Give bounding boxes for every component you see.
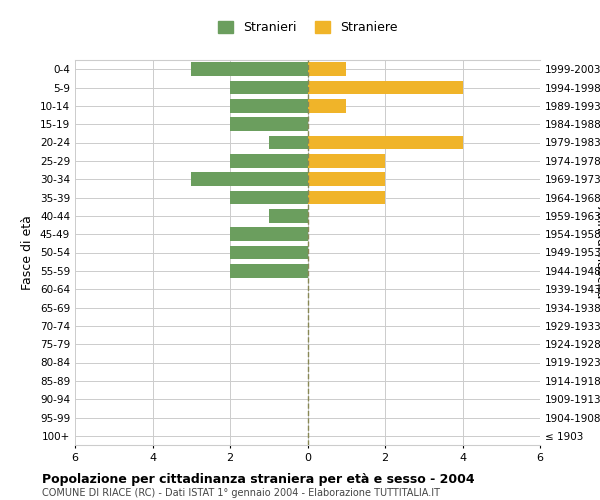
Text: COMUNE DI RIACE (RC) - Dati ISTAT 1° gennaio 2004 - Elaborazione TUTTITALIA.IT: COMUNE DI RIACE (RC) - Dati ISTAT 1° gen…	[42, 488, 440, 498]
Bar	[230, 118, 308, 131]
Bar	[230, 190, 308, 204]
Legend: Stranieri, Straniere: Stranieri, Straniere	[212, 16, 403, 39]
Bar	[308, 154, 385, 168]
Bar	[269, 209, 308, 222]
Bar	[269, 136, 308, 149]
Text: Popolazione per cittadinanza straniera per età e sesso - 2004: Popolazione per cittadinanza straniera p…	[42, 472, 475, 486]
Bar	[308, 172, 385, 186]
Bar	[230, 154, 308, 168]
Bar	[308, 136, 463, 149]
Bar	[308, 190, 385, 204]
Bar	[191, 172, 308, 186]
Bar	[230, 80, 308, 94]
Bar	[191, 62, 308, 76]
Y-axis label: Anni di nascita: Anni di nascita	[594, 206, 600, 298]
Bar	[230, 228, 308, 241]
Bar	[230, 99, 308, 112]
Bar	[308, 99, 346, 112]
Bar	[308, 62, 346, 76]
Bar	[308, 80, 463, 94]
Bar	[230, 264, 308, 278]
Bar	[230, 246, 308, 260]
Y-axis label: Fasce di età: Fasce di età	[22, 215, 34, 290]
